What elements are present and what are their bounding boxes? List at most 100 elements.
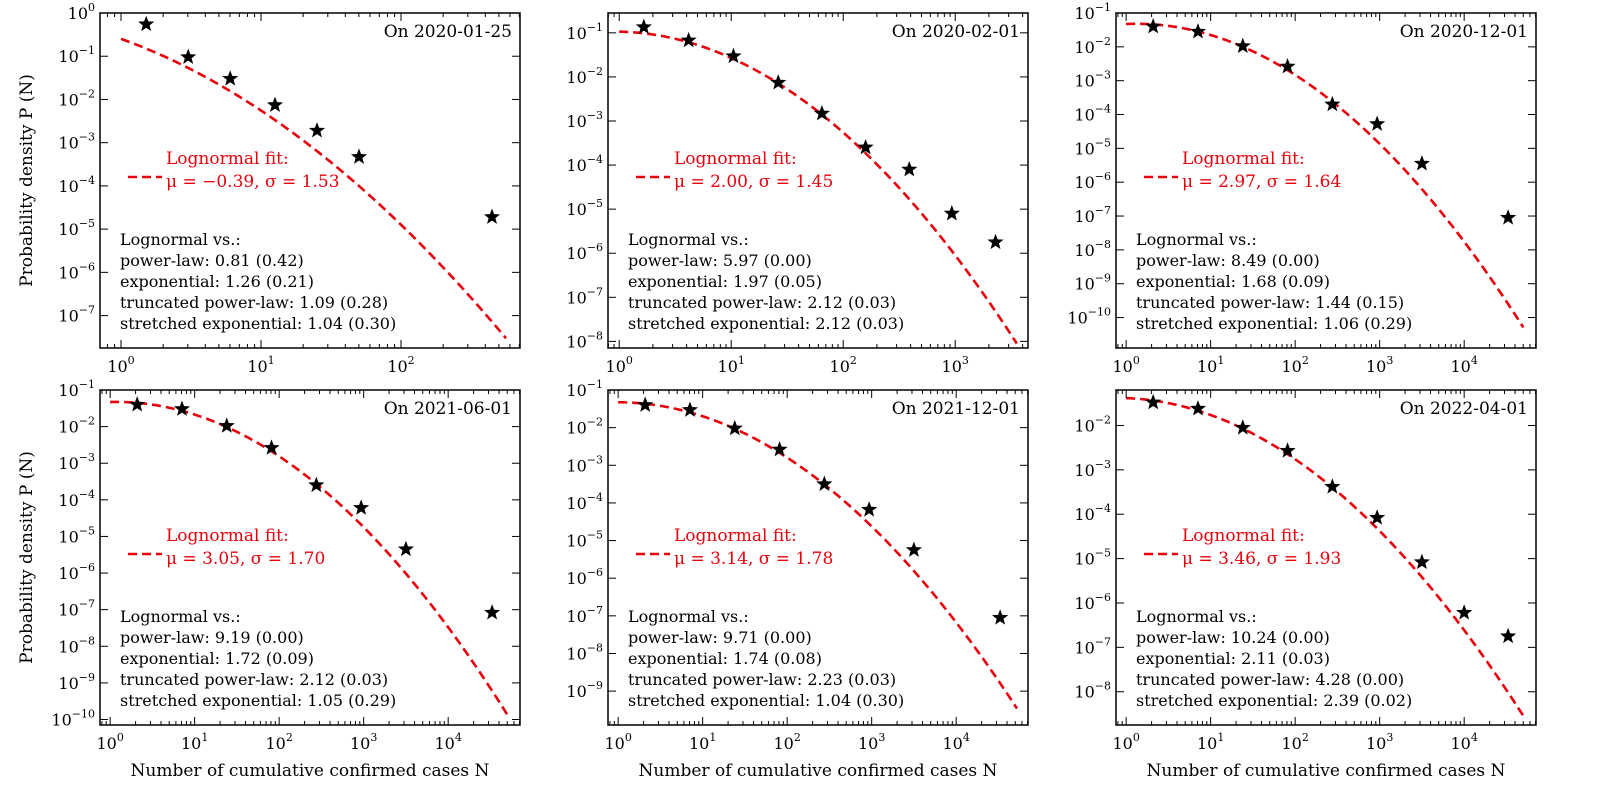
- data-point-7: [1413, 155, 1430, 171]
- legend-fit-label: Lognormal fit:: [166, 526, 289, 546]
- legend-fit-label: Lognormal fit:: [674, 149, 797, 169]
- comparison-row: power-law: 10.24 (0.00): [1136, 628, 1330, 647]
- y-tick-label: 10−2: [1074, 35, 1111, 57]
- y-tick-label: 10−3: [566, 109, 603, 131]
- comparison-row: truncated power-law: 1.09 (0.28): [120, 293, 388, 312]
- comparison-row: power-law: 5.97 (0.00): [628, 251, 812, 270]
- y-tick-label: 10−6: [566, 566, 603, 588]
- data-point-2: [1189, 400, 1207, 416]
- data-point-6: [861, 501, 878, 517]
- comparison-row: exponential: 1.68 (0.09): [1136, 272, 1330, 291]
- x-tick-label: 100: [1112, 354, 1139, 376]
- x-axis-label: Number of cumulative confirmed cases N: [1147, 761, 1506, 781]
- x-tick-label: 102: [830, 354, 857, 376]
- comparison-row: power-law: 9.19 (0.00): [120, 628, 304, 647]
- x-tick-label: 103: [858, 731, 885, 753]
- y-tick-label: 10−1: [58, 378, 95, 400]
- data-point-8: [943, 205, 960, 221]
- y-tick-label: 10−9: [566, 679, 603, 701]
- data-point-1: [129, 396, 146, 412]
- y-tick-label: 10−1: [1074, 1, 1111, 23]
- comparison-row: truncated power-law: 2.23 (0.03): [628, 670, 896, 689]
- x-tick-label: 101: [1197, 731, 1224, 753]
- y-tick-label: 10−8: [566, 329, 603, 351]
- y-tick-label: 10−4: [566, 491, 603, 513]
- y-tick-label: 10−2: [1074, 413, 1111, 435]
- y-tick-label: 10−9: [58, 671, 95, 693]
- axes-frame: [1115, 389, 1537, 726]
- x-tick-label: 104: [434, 731, 461, 753]
- y-tick-label: 10−1: [566, 378, 603, 400]
- data-point-5: [1324, 95, 1341, 112]
- y-tick-label: 10−3: [566, 453, 603, 475]
- data-point-1: [138, 15, 155, 32]
- x-tick-label: 102: [1281, 731, 1308, 753]
- x-tick-label: 103: [942, 354, 969, 376]
- chart-panel-6: 100 101 102 103 104 10−2 10−3 10−4 10−5 10−6 10−7 1…: [1074, 389, 1537, 781]
- comparison-row: power-law: 8.49 (0.00): [1136, 251, 1320, 270]
- data-point-3: [726, 419, 743, 436]
- comparison-row: stretched exponential: 2.39 (0.02): [1136, 691, 1412, 710]
- data-point-4: [1279, 57, 1296, 74]
- comparison-header: Lognormal vs.:: [628, 607, 749, 626]
- comparison-row: exponential: 1.26 (0.21): [120, 272, 314, 291]
- comparison-row: stretched exponential: 2.12 (0.03): [628, 314, 904, 333]
- y-tick-label: 10−5: [566, 529, 603, 551]
- x-tick-label: 104: [1450, 354, 1477, 376]
- chart-panel-2: 100 101 102 103 10−1 10−2 10−3 10−4 10−5 10−6 10−7…: [566, 12, 1029, 376]
- y-tick-label: 10−7: [58, 304, 95, 326]
- x-tick-label: 103: [1366, 731, 1393, 753]
- legend-fit-label: Lognormal fit:: [674, 526, 797, 546]
- chart-panel-3: 100 101 102 103 104 10−1 10−2 10−3 10−4 10−5 10−6 1…: [1067, 1, 1537, 376]
- comparison-row: stretched exponential: 1.06 (0.29): [1136, 314, 1412, 333]
- y-tick-label: 10−7: [58, 598, 95, 620]
- comparison-header: Lognormal vs.:: [120, 230, 241, 249]
- comparison-row: truncated power-law: 2.12 (0.03): [120, 670, 388, 689]
- panel-date-label: On 2020-02-01: [892, 22, 1020, 42]
- comparison-row: exponential: 1.72 (0.09): [120, 649, 314, 668]
- data-point-8: [1456, 604, 1473, 620]
- x-tick-label: 101: [247, 354, 274, 376]
- y-axis-label: Probability density P (N): [17, 74, 37, 287]
- data-point-4: [263, 439, 280, 455]
- y-tick-label: 10−1: [58, 44, 95, 66]
- panel-date-label: On 2020-01-25: [384, 22, 512, 42]
- y-tick-label: 10−10: [1067, 306, 1111, 328]
- x-tick-label: 102: [773, 731, 800, 753]
- y-tick-label: 10−8: [1074, 238, 1111, 260]
- data-point-2: [680, 31, 697, 48]
- axes-frame: [607, 389, 1029, 726]
- legend-fit-label: Lognormal fit:: [1182, 526, 1305, 546]
- y-tick-label: 100: [68, 1, 95, 23]
- y-tick-label: 10−6: [1074, 170, 1111, 192]
- y-tick-label: 10−6: [58, 260, 95, 282]
- data-point-1: [637, 396, 654, 412]
- data-point-2: [180, 48, 197, 64]
- panel-date-label: On 2021-06-01: [384, 399, 512, 419]
- data-point-7: [397, 540, 414, 557]
- legend-fit-params: μ = 3.14, σ = 1.78: [674, 549, 833, 569]
- axes-frame: [99, 389, 521, 726]
- data-point-5: [308, 476, 325, 493]
- comparison-header: Lognormal vs.:: [628, 230, 749, 249]
- chart-panel-1: 100 101 102 100 10−1 10−2 10−3 10−4 10−5 10−6 10−7…: [17, 1, 521, 376]
- chart-panel-4: 100 101 102 103 104 10−1 10−2 10−3 10−4 10−5 10−6 1…: [17, 378, 521, 781]
- data-point-8: [1500, 209, 1517, 225]
- comparison-row: power-law: 9.71 (0.00): [628, 628, 812, 647]
- x-tick-label: 101: [1197, 354, 1224, 376]
- data-point-1: [1145, 393, 1162, 410]
- data-point-9: [987, 233, 1004, 250]
- data-point-6: [1369, 115, 1386, 131]
- x-tick-label: 102: [387, 354, 414, 376]
- x-tick-label: 100: [107, 354, 134, 376]
- data-point-3: [1234, 419, 1251, 435]
- x-tick-label: 100: [96, 731, 123, 753]
- x-tick-label: 100: [1112, 731, 1139, 753]
- data-point-9: [1500, 627, 1517, 644]
- x-tick-label: 102: [265, 731, 292, 753]
- data-point-5: [816, 475, 833, 491]
- data-point-6: [353, 499, 370, 515]
- axes-frame: [99, 12, 521, 349]
- legend-fit-params: μ = −0.39, σ = 1.53: [166, 172, 340, 192]
